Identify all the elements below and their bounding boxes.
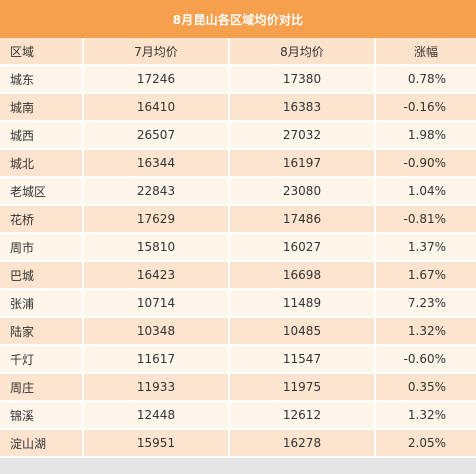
change-cell: 2.05% [376, 430, 476, 458]
region-cell: 锦溪 [0, 402, 84, 430]
change-cell: 1.67% [376, 262, 476, 290]
region-cell: 城南 [0, 94, 84, 122]
july-price-cell: 22843 [84, 178, 230, 206]
region-cell: 老城区 [0, 178, 84, 206]
august-price-cell: 16027 [230, 234, 376, 262]
august-price-cell: 10485 [230, 318, 376, 346]
change-cell: 1.04% [376, 178, 476, 206]
header-row: 区域 7月均价 8月均价 涨幅 [0, 38, 476, 66]
change-cell: 0.78% [376, 66, 476, 94]
change-cell: 1.98% [376, 122, 476, 150]
table-row: 城南 16410 16383 -0.16% [0, 94, 476, 122]
july-price-cell: 11617 [84, 346, 230, 374]
region-cell: 城西 [0, 122, 84, 150]
table-row: 巴城 16423 16698 1.67% [0, 262, 476, 290]
region-cell: 千灯 [0, 346, 84, 374]
price-table: 区域 7月均价 8月均价 涨幅 城东 17246 17380 0.78% 城南 16410… [0, 38, 476, 458]
july-price-cell: 11933 [84, 374, 230, 402]
table-row: 淀山湖 15951 16278 2.05% [0, 430, 476, 458]
change-cell: 0.35% [376, 374, 476, 402]
header-july-price: 7月均价 [84, 38, 230, 66]
table-row: 花桥 17629 17486 -0.81% [0, 206, 476, 234]
region-cell: 周庄 [0, 374, 84, 402]
region-cell: 巴城 [0, 262, 84, 290]
table-row: 老城区 22843 23080 1.04% [0, 178, 476, 206]
july-price-cell: 16410 [84, 94, 230, 122]
july-price-cell: 15951 [84, 430, 230, 458]
table-row: 张浦 10714 11489 7.23% [0, 290, 476, 318]
header-region: 区域 [0, 38, 84, 66]
august-price-cell: 12612 [230, 402, 376, 430]
table-row: 城西 26507 27032 1.98% [0, 122, 476, 150]
table-row: 城东 17246 17380 0.78% [0, 66, 476, 94]
change-cell: 1.37% [376, 234, 476, 262]
table-title: 8月昆山各区域均价对比 [0, 0, 476, 38]
change-cell: -0.81% [376, 206, 476, 234]
july-price-cell: 26507 [84, 122, 230, 150]
change-cell: 1.32% [376, 402, 476, 430]
table-row: 陆家 10348 10485 1.32% [0, 318, 476, 346]
region-cell: 城北 [0, 150, 84, 178]
region-cell: 淀山湖 [0, 430, 84, 458]
august-price-cell: 16383 [230, 94, 376, 122]
change-cell: -0.90% [376, 150, 476, 178]
region-cell: 张浦 [0, 290, 84, 318]
table-row: 城北 16344 16197 -0.90% [0, 150, 476, 178]
july-price-cell: 17629 [84, 206, 230, 234]
august-price-cell: 17486 [230, 206, 376, 234]
july-price-cell: 15810 [84, 234, 230, 262]
august-price-cell: 16278 [230, 430, 376, 458]
change-cell: -0.16% [376, 94, 476, 122]
region-cell: 城东 [0, 66, 84, 94]
august-price-cell: 11975 [230, 374, 376, 402]
change-cell: -0.60% [376, 346, 476, 374]
august-price-cell: 17380 [230, 66, 376, 94]
august-price-cell: 11489 [230, 290, 376, 318]
table-row: 锦溪 12448 12612 1.32% [0, 402, 476, 430]
region-cell: 花桥 [0, 206, 84, 234]
july-price-cell: 10714 [84, 290, 230, 318]
august-price-cell: 23080 [230, 178, 376, 206]
august-price-cell: 11547 [230, 346, 376, 374]
july-price-cell: 16344 [84, 150, 230, 178]
change-cell: 7.23% [376, 290, 476, 318]
table-row: 周市 15810 16027 1.37% [0, 234, 476, 262]
header-august-price: 8月均价 [230, 38, 376, 66]
august-price-cell: 16197 [230, 150, 376, 178]
header-change: 涨幅 [376, 38, 476, 66]
july-price-cell: 12448 [84, 402, 230, 430]
table-row: 千灯 11617 11547 -0.60% [0, 346, 476, 374]
region-cell: 周市 [0, 234, 84, 262]
july-price-cell: 16423 [84, 262, 230, 290]
region-cell: 陆家 [0, 318, 84, 346]
july-price-cell: 17246 [84, 66, 230, 94]
august-price-cell: 27032 [230, 122, 376, 150]
august-price-cell: 16698 [230, 262, 376, 290]
table-row: 周庄 11933 11975 0.35% [0, 374, 476, 402]
change-cell: 1.32% [376, 318, 476, 346]
july-price-cell: 10348 [84, 318, 230, 346]
